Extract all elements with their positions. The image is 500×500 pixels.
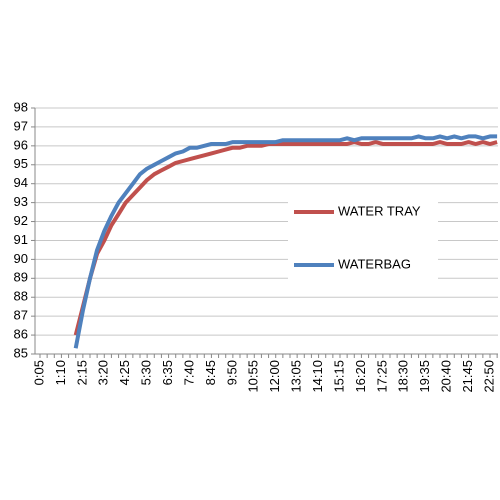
y-tick-label: 85 [14,345,28,360]
x-tick-label: 7:40 [181,360,196,385]
x-tick-label: 0:05 [31,360,46,385]
x-tick-label: 20:40 [439,360,454,393]
x-tick-label: 1:10 [53,360,68,385]
series-line [73,134,498,349]
x-tick-label: 18:30 [396,360,411,393]
x-tick-label: 5:30 [139,360,154,385]
y-tick-label: 88 [14,289,28,304]
series-line [73,140,498,336]
x-tick-label: 4:25 [117,360,132,385]
x-tick-label: 2:15 [74,360,89,385]
legend-label: WATER TRAY [338,203,421,218]
legend-box [288,190,438,285]
y-tick-label: 87 [14,308,28,323]
y-tick-label: 89 [14,270,28,285]
y-tick-label: 98 [14,99,28,114]
x-tick-label: 12:00 [267,360,282,393]
y-tick-label: 90 [14,251,28,266]
x-tick-label: 3:20 [96,360,111,385]
x-tick-label: 22:50 [481,360,496,393]
y-tick-label: 93 [14,194,28,209]
y-tick-label: 86 [14,327,28,342]
y-tick-label: 97 [14,118,28,133]
x-tick-label: 10:55 [246,360,261,393]
x-tick-label: 14:10 [310,360,325,393]
x-tick-label: 16:20 [353,360,368,393]
y-tick-label: 91 [14,232,28,247]
y-tick-label: 95 [14,156,28,171]
x-tick-label: 17:25 [374,360,389,393]
x-tick-label: 6:35 [160,360,175,385]
x-tick-label: 8:45 [203,360,218,385]
x-tick-label: 21:45 [460,360,475,393]
y-tick-label: 92 [14,213,28,228]
x-tick-label: 15:15 [331,360,346,393]
x-tick-label: 19:35 [417,360,432,393]
y-tick-label: 94 [14,175,28,190]
y-tick-label: 96 [14,137,28,152]
x-tick-label: 9:50 [224,360,239,385]
legend-label: WATERBAG [338,256,411,271]
x-tick-label: 13:05 [289,360,304,393]
